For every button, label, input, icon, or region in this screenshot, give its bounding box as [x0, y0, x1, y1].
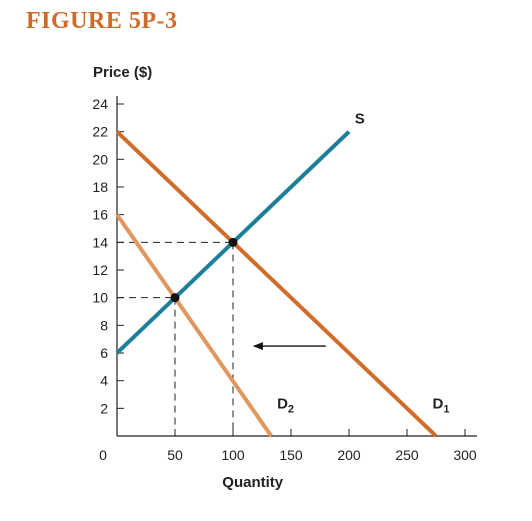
y-tick-label: 2 [100, 400, 108, 416]
y-tick-label: 6 [100, 345, 108, 361]
series-label-subscript: 2 [288, 403, 294, 415]
x-tick-label: 150 [279, 447, 303, 463]
series-d1-line [115, 130, 438, 438]
y-tick-label: 16 [92, 207, 108, 223]
x-axis-title: Quantity [222, 474, 283, 491]
y-tick-label: 24 [92, 96, 108, 112]
x-tick-label: 100 [221, 447, 245, 463]
y-tick-label: 8 [100, 317, 108, 333]
figure-title: FIGURE 5P-3 [26, 8, 178, 34]
series-label-d2: D2 [277, 395, 294, 415]
series-label-subscript: 1 [443, 403, 449, 415]
series-label-d1: D1 [433, 395, 450, 415]
y-tick-label: 18 [92, 179, 108, 195]
equilibrium-point [228, 237, 238, 247]
y-tick-label: 12 [92, 262, 108, 278]
x-tick-label: 200 [337, 447, 361, 463]
x-tick-label: 300 [453, 447, 477, 463]
x-tick-label: 50 [167, 447, 183, 463]
y-tick-label: 22 [92, 124, 108, 140]
y-tick-label: 10 [92, 290, 108, 306]
x-tick-label: 0 [99, 447, 107, 463]
x-tick-label: 250 [395, 447, 419, 463]
y-tick-label: 20 [92, 151, 108, 167]
series-label-s: S [355, 110, 365, 127]
y-tick-label: 4 [100, 373, 108, 389]
equilibrium-point [170, 293, 180, 303]
y-tick-label: 14 [92, 234, 108, 250]
series-d2-line [115, 213, 273, 438]
y-axis-title: Price ($) [93, 64, 152, 81]
